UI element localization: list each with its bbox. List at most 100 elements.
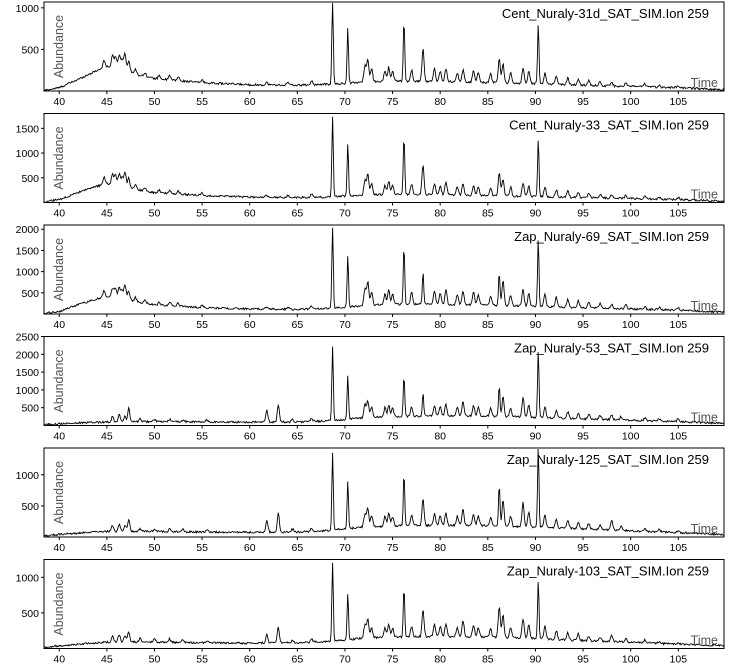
- x-tick-label: 60: [244, 654, 256, 666]
- chart-title: Cent_Nuraly-31d_SAT_SIM.Ion 259: [502, 6, 709, 21]
- x-tick-label: 100: [622, 208, 640, 220]
- x-tick-label: 80: [434, 542, 446, 554]
- x-tick-label: 70: [339, 319, 351, 331]
- x-axis-title: Time: [691, 522, 718, 536]
- x-tick-label: 50: [149, 319, 161, 331]
- y-axis-title: Abundance: [52, 126, 66, 189]
- x-tick-label: 85: [482, 542, 494, 554]
- x-tick-label: 95: [577, 208, 589, 220]
- x-tick-label: 70: [339, 431, 351, 443]
- chart-panel-6: 500 1000 40 45 50 55 60 65 70 75 80 85 90 95 100 105 Abu…: [16, 559, 725, 666]
- x-tick-label: 40: [53, 208, 65, 220]
- signal-trace: [43, 116, 725, 204]
- chart-title: Zap_Nuraly-125_SAT_SIM.Ion 259: [507, 452, 709, 467]
- chart-panel-2: 500 1000 1500 40 45 50 55 60 65 70 75 80 85 90 95 100 10…: [16, 113, 725, 220]
- x-tick-label: 105: [670, 542, 688, 554]
- x-tick-label: 60: [244, 431, 256, 443]
- x-tick-label: 45: [101, 431, 113, 443]
- x-tick-label: 105: [670, 654, 688, 666]
- x-tick-label: 60: [244, 96, 256, 108]
- x-tick-label: 50: [149, 431, 161, 443]
- chart-title: Cent_Nuraly-33_SAT_SIM.Ion 259: [509, 118, 709, 133]
- x-tick-label: 85: [482, 208, 494, 220]
- x-tick-label: 105: [670, 319, 688, 331]
- x-tick-label: 80: [434, 96, 446, 108]
- x-tick-label: 100: [622, 319, 640, 331]
- x-tick-label: 100: [622, 654, 640, 666]
- x-tick-label: 55: [196, 654, 208, 666]
- x-tick-label: 45: [101, 542, 113, 554]
- y-tick-label: 500: [21, 44, 39, 56]
- y-tick-label: 1000: [16, 3, 40, 15]
- x-tick-label: 95: [577, 319, 589, 331]
- chart-panel-4: 500 1000 1500 2000 2500 40 45 50 55 60 65 70 75 80 85 9…: [16, 332, 725, 443]
- x-axis-title: Time: [691, 76, 718, 90]
- signal-trace: [43, 448, 725, 538]
- x-tick-label: 95: [577, 431, 589, 443]
- x-tick-label: 45: [101, 319, 113, 331]
- x-tick-label: 45: [101, 96, 113, 108]
- y-axis-title: Abundance: [52, 349, 66, 412]
- y-tick-label: 1500: [16, 245, 40, 257]
- x-tick-label: 80: [434, 654, 446, 666]
- y-tick-label: 500: [21, 288, 39, 300]
- chart-title: Zap_Nuraly-103_SAT_SIM.Ion 259: [507, 564, 709, 579]
- x-tick-label: 60: [244, 542, 256, 554]
- x-tick-label: 90: [530, 96, 542, 108]
- x-tick-label: 50: [149, 208, 161, 220]
- chart-panel-3: 500 1000 1500 2000 40 45 50 55 60 65 70 75 80 85 90 95 1…: [16, 224, 725, 331]
- x-tick-label: 40: [53, 654, 65, 666]
- x-tick-label: 40: [53, 96, 65, 108]
- y-axis-title: Abundance: [52, 461, 66, 524]
- chart-title: Zap_Nuraly-53_SAT_SIM.Ion 259: [514, 341, 709, 356]
- chart-panel-1: 500 1000 40 45 50 55 60 65 70 75 80 85 90 95 100 105 Abu…: [16, 1, 725, 108]
- x-tick-label: 95: [577, 96, 589, 108]
- y-axis-title: Abundance: [52, 572, 66, 635]
- x-tick-label: 50: [149, 542, 161, 554]
- x-tick-label: 85: [482, 431, 494, 443]
- y-axis-title: Abundance: [52, 15, 66, 78]
- x-tick-label: 45: [101, 208, 113, 220]
- x-tick-label: 80: [434, 208, 446, 220]
- x-tick-label: 95: [577, 542, 589, 554]
- signal-trace: [43, 227, 725, 315]
- y-axis-title: Abundance: [52, 238, 66, 301]
- x-axis-title: Time: [691, 411, 718, 425]
- x-tick-label: 55: [196, 96, 208, 108]
- x-tick-label: 65: [291, 319, 303, 331]
- y-tick-label: 2000: [16, 224, 40, 236]
- x-tick-label: 105: [670, 96, 688, 108]
- x-axis-title: Time: [691, 188, 718, 202]
- x-tick-label: 40: [53, 319, 65, 331]
- y-tick-label: 1000: [16, 470, 40, 482]
- x-tick-label: 50: [149, 654, 161, 666]
- y-tick-label: 500: [21, 403, 39, 415]
- x-tick-label: 50: [149, 96, 161, 108]
- y-tick-label: 1500: [16, 123, 40, 135]
- plot-frame: [43, 559, 725, 649]
- y-tick-label: 1000: [16, 267, 40, 279]
- x-tick-label: 70: [339, 208, 351, 220]
- x-tick-label: 70: [339, 96, 351, 108]
- x-tick-label: 65: [291, 431, 303, 443]
- chart-title: Zap_Nuraly-69_SAT_SIM.Ion 259: [514, 229, 709, 244]
- x-tick-label: 100: [622, 542, 640, 554]
- y-tick-label: 1000: [16, 385, 40, 397]
- x-tick-label: 55: [196, 208, 208, 220]
- y-tick-label: 1000: [16, 148, 40, 160]
- x-tick-label: 90: [530, 208, 542, 220]
- x-tick-label: 60: [244, 319, 256, 331]
- x-tick-label: 65: [291, 96, 303, 108]
- x-tick-label: 65: [291, 654, 303, 666]
- y-tick-label: 2000: [16, 349, 40, 361]
- x-tick-label: 85: [482, 96, 494, 108]
- y-tick-label: 1000: [16, 572, 40, 584]
- x-tick-label: 65: [291, 208, 303, 220]
- x-tick-label: 80: [434, 431, 446, 443]
- y-tick-label: 1500: [16, 367, 40, 379]
- x-tick-label: 90: [530, 654, 542, 666]
- x-tick-label: 60: [244, 208, 256, 220]
- x-axis-title: Time: [691, 299, 718, 313]
- x-tick-label: 100: [622, 431, 640, 443]
- x-tick-label: 70: [339, 542, 351, 554]
